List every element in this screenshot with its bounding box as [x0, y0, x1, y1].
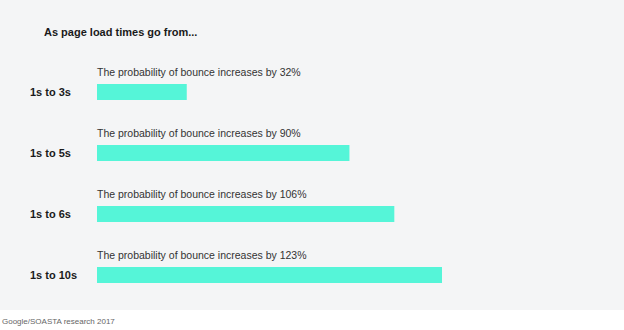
category-label: 1s to 10s [30, 269, 77, 281]
labels: 1s to 3s The probability of bounce increa… [30, 66, 307, 281]
bar [97, 267, 442, 283]
data-label: The probability of bounce increases by 1… [97, 249, 307, 261]
source: Google/SOASTA research 2017 [2, 317, 115, 326]
data-label: The probability of bounce increases by 1… [97, 188, 307, 200]
background-panel [0, 0, 624, 310]
chart-svg: As page load times go from... 1s to 3s The… [0, 0, 624, 330]
chart-container: As page load times go from... 1s to 3s The… [0, 0, 624, 330]
category-label: 1s to 6s [30, 208, 71, 220]
category-label: 1s to 3s [30, 86, 71, 98]
data-label: The probability of bounce increases by 3… [97, 66, 301, 78]
bars [97, 84, 442, 283]
bar [97, 84, 187, 100]
data-label: The probability of bounce increases by 9… [97, 127, 301, 139]
category-label: 1s to 5s [30, 147, 71, 159]
page: {"chart_data": {"type": "bar", "orientat… [0, 0, 624, 330]
bar [97, 145, 349, 161]
title: As page load times go from... [44, 26, 197, 38]
bar [97, 206, 394, 222]
